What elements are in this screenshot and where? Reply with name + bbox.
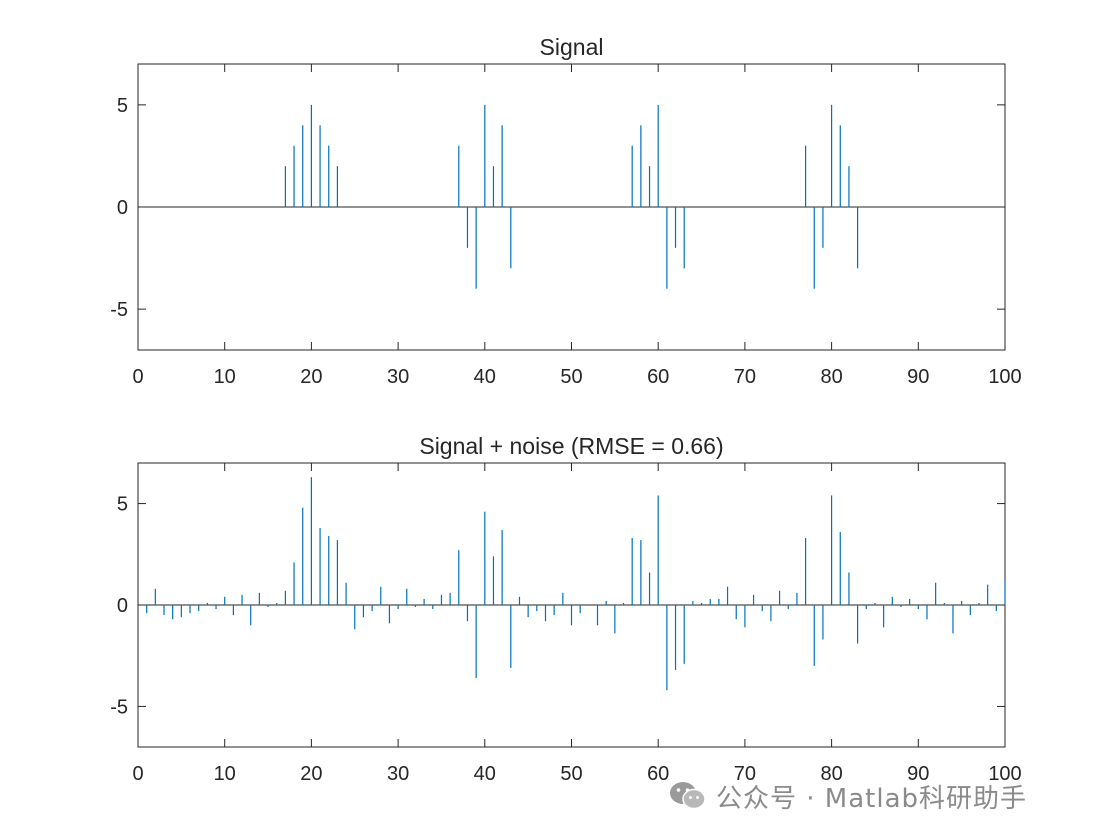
x-tick-label: 50 (560, 763, 582, 785)
watermark-text: 公众号 · Matlab科研助手 (716, 783, 1028, 814)
x-tick-label: 60 (647, 366, 669, 388)
x-tick-label: 30 (387, 763, 409, 785)
wechat-icon (670, 782, 706, 810)
y-tick-label: 5 (117, 494, 128, 516)
x-tick-label: 100 (988, 366, 1021, 388)
y-tick-label: -5 (110, 696, 128, 718)
x-tick-label: 100 (988, 763, 1021, 785)
y-tick-label: 5 (117, 95, 128, 117)
x-tick-label: 90 (907, 763, 929, 785)
chart-title: Signal + noise (RMSE = 0.66) (419, 433, 723, 459)
x-tick-label: 30 (387, 366, 409, 388)
x-tick-label: 80 (820, 366, 842, 388)
x-tick-label: 20 (300, 763, 322, 785)
y-tick-label: 0 (117, 595, 128, 617)
x-tick-label: 0 (132, 763, 143, 785)
x-tick-label: 20 (300, 366, 322, 388)
x-tick-label: 10 (214, 763, 236, 785)
x-tick-label: 90 (907, 366, 929, 388)
x-tick-label: 70 (734, 763, 756, 785)
watermark: 公众号 · Matlab科研助手 (668, 778, 1027, 814)
y-tick-label: -5 (110, 299, 128, 321)
x-tick-label: 40 (474, 366, 496, 388)
y-tick-label: 0 (117, 197, 128, 219)
x-tick-label: 50 (560, 366, 582, 388)
x-tick-label: 40 (474, 763, 496, 785)
x-tick-label: 10 (214, 366, 236, 388)
x-tick-label: 80 (820, 763, 842, 785)
x-tick-label: 0 (132, 366, 143, 388)
x-tick-label: 60 (647, 763, 669, 785)
x-tick-label: 70 (734, 366, 756, 388)
chart-title: Signal (540, 34, 604, 60)
